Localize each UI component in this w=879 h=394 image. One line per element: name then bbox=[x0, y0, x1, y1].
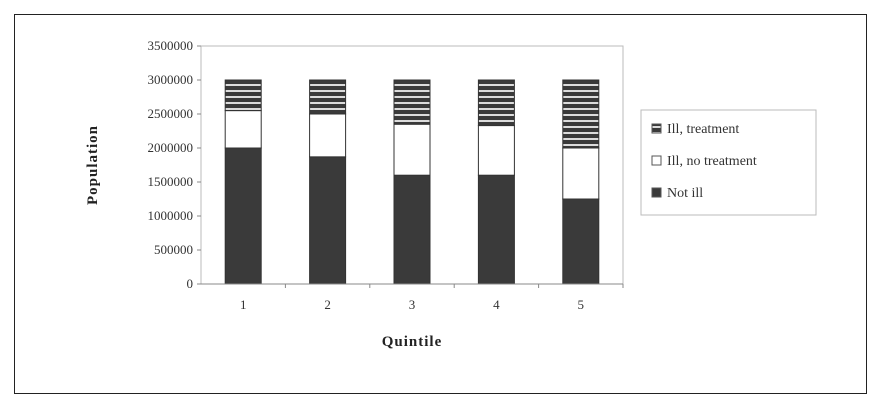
x-axis-title: Quintile bbox=[382, 334, 443, 350]
legend-label: Ill, treatment bbox=[667, 122, 739, 137]
legend-swatch bbox=[651, 155, 662, 166]
legend-swatch bbox=[651, 187, 662, 198]
y-tick-label: 2500000 bbox=[148, 106, 194, 121]
bar-segment-not-ill bbox=[309, 156, 347, 285]
x-tick-label: 2 bbox=[324, 297, 331, 312]
legend-box bbox=[640, 109, 817, 216]
bar-segment-not-ill bbox=[224, 147, 262, 285]
legend-swatch bbox=[651, 123, 662, 134]
bars-group bbox=[224, 79, 600, 285]
stacked-bar-chart: 0 500000 1000000 1500000 2000000 2500000 30000… bbox=[85, 38, 817, 350]
y-tick-label: 500000 bbox=[154, 242, 193, 257]
bar-segment-ill-treatment bbox=[224, 79, 262, 112]
chart-frame: 0 500000 1000000 1500000 2000000 2500000 30000… bbox=[14, 14, 867, 394]
bar-segment-ill-no-treatment bbox=[309, 113, 347, 158]
y-tick-label: 3000000 bbox=[148, 72, 194, 87]
bar-segment-ill-treatment bbox=[562, 79, 600, 149]
legend-label: Ill, no treatment bbox=[667, 154, 757, 169]
y-tick-label: 3500000 bbox=[148, 38, 194, 53]
bar-segment-not-ill bbox=[562, 198, 600, 285]
bar-segment-not-ill bbox=[477, 174, 515, 285]
bar-segment-ill-no-treatment bbox=[562, 147, 600, 200]
x-tick-label: 1 bbox=[240, 297, 247, 312]
y-tick-label: 0 bbox=[187, 276, 194, 291]
y-tick-label: 1000000 bbox=[148, 208, 194, 223]
y-tick-label: 2000000 bbox=[148, 140, 194, 155]
x-tick-label: 3 bbox=[409, 297, 416, 312]
bar-segment-ill-treatment bbox=[393, 79, 431, 125]
bar-segment-ill-no-treatment bbox=[224, 110, 262, 149]
bar-segment-not-ill bbox=[393, 174, 431, 285]
legend-label: Not ill bbox=[667, 186, 703, 201]
legend: Ill, treatment Ill, no treatment Not ill bbox=[651, 122, 757, 201]
bar-segment-ill-no-treatment bbox=[477, 125, 515, 176]
x-tick-label: 4 bbox=[493, 297, 500, 312]
bar-segment-ill-no-treatment bbox=[393, 123, 431, 176]
y-axis-title: Population bbox=[85, 125, 101, 205]
bar-segment-ill-treatment bbox=[309, 79, 347, 115]
x-tick-labels: 1 2 3 4 5 bbox=[240, 284, 624, 312]
bar-segment-ill-treatment bbox=[477, 79, 515, 127]
x-tick-label: 5 bbox=[578, 297, 585, 312]
y-tick-labels: 0 500000 1000000 1500000 2000000 2500000 30000… bbox=[148, 38, 201, 291]
y-tick-label: 1500000 bbox=[148, 174, 194, 189]
